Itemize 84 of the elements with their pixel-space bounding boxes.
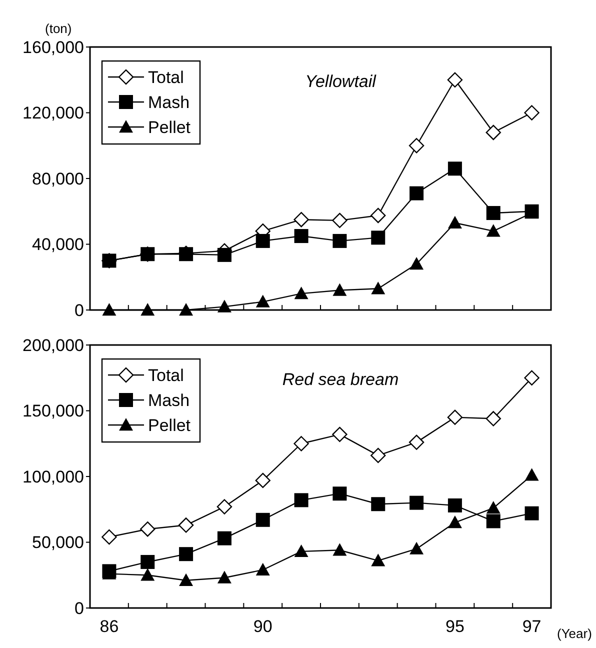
- point: [294, 544, 308, 558]
- point: [217, 300, 232, 312]
- y-tick-label: 80,000: [32, 169, 84, 188]
- point: [332, 234, 347, 248]
- point: [486, 124, 501, 140]
- point: [255, 472, 270, 488]
- point: [294, 493, 308, 508]
- point: [140, 303, 155, 316]
- legend-label: Total: [148, 68, 184, 87]
- y-tick-label: 150,000: [22, 402, 84, 421]
- point: [486, 206, 500, 220]
- point: [448, 216, 462, 228]
- y-tick-label: 40,000: [32, 235, 84, 254]
- legend-label: Pellet: [148, 416, 191, 435]
- point: [332, 426, 348, 442]
- point: [294, 286, 308, 300]
- point: [179, 303, 194, 316]
- point: [524, 506, 539, 520]
- point: [370, 208, 386, 224]
- x-tick-label: 86: [100, 617, 119, 636]
- text: Red sea bream: [282, 370, 399, 389]
- point: [371, 230, 386, 245]
- point: [256, 512, 270, 527]
- point: [178, 518, 194, 533]
- point: [410, 186, 424, 200]
- y-tick-label: 0: [74, 598, 84, 618]
- y-tick-label: 200,000: [22, 336, 84, 355]
- point: [102, 529, 117, 545]
- point: [256, 562, 270, 576]
- y-tick-label: 120,000: [22, 104, 84, 123]
- point: [102, 303, 116, 316]
- point: [140, 568, 155, 581]
- point: [410, 496, 424, 510]
- point: [217, 570, 232, 584]
- point: [447, 72, 463, 88]
- point: [294, 212, 309, 228]
- point: [448, 162, 462, 176]
- point: [524, 105, 540, 120]
- y-tick-label: 160,000: [22, 38, 84, 57]
- point: [256, 294, 270, 308]
- x-axis-title: (Year): [557, 626, 592, 641]
- point: [370, 448, 386, 464]
- point: [486, 411, 501, 426]
- point: [486, 514, 500, 528]
- x-tick-label: 97: [522, 617, 542, 636]
- point: [524, 468, 539, 481]
- point: [486, 224, 500, 237]
- y-axis-title: (ton): [45, 21, 72, 36]
- text: Yellowtail: [305, 72, 378, 91]
- legend-label: Mash: [148, 92, 190, 112]
- point: [332, 212, 348, 228]
- point: [294, 436, 309, 452]
- x-tick-label: 95: [445, 617, 464, 636]
- point: [332, 486, 347, 501]
- point: [447, 410, 463, 425]
- legend-label: Pellet: [148, 118, 191, 137]
- point: [448, 516, 462, 528]
- y-tick-label: 50,000: [32, 533, 84, 552]
- point: [217, 248, 232, 262]
- point: [486, 501, 500, 514]
- y-tick-label: 100,000: [22, 467, 84, 486]
- point: [332, 283, 347, 296]
- y-tick-label: 0: [74, 300, 84, 320]
- point: [332, 543, 347, 556]
- point: [410, 542, 424, 554]
- point: [371, 282, 386, 294]
- point: [179, 573, 194, 586]
- legend-label: Total: [148, 366, 184, 385]
- point: [216, 499, 232, 514]
- point: [408, 138, 424, 154]
- legend-label: Mash: [148, 390, 190, 410]
- point: [140, 522, 156, 537]
- point: [179, 547, 194, 562]
- point: [524, 370, 540, 386]
- point: [256, 234, 270, 248]
- point: [448, 498, 462, 512]
- point: [371, 497, 386, 512]
- point: [408, 434, 424, 450]
- point: [371, 554, 386, 566]
- point: [294, 229, 308, 244]
- point: [410, 256, 424, 270]
- x-tick-label: 90: [253, 617, 272, 636]
- point: [140, 554, 155, 569]
- point: [217, 531, 232, 546]
